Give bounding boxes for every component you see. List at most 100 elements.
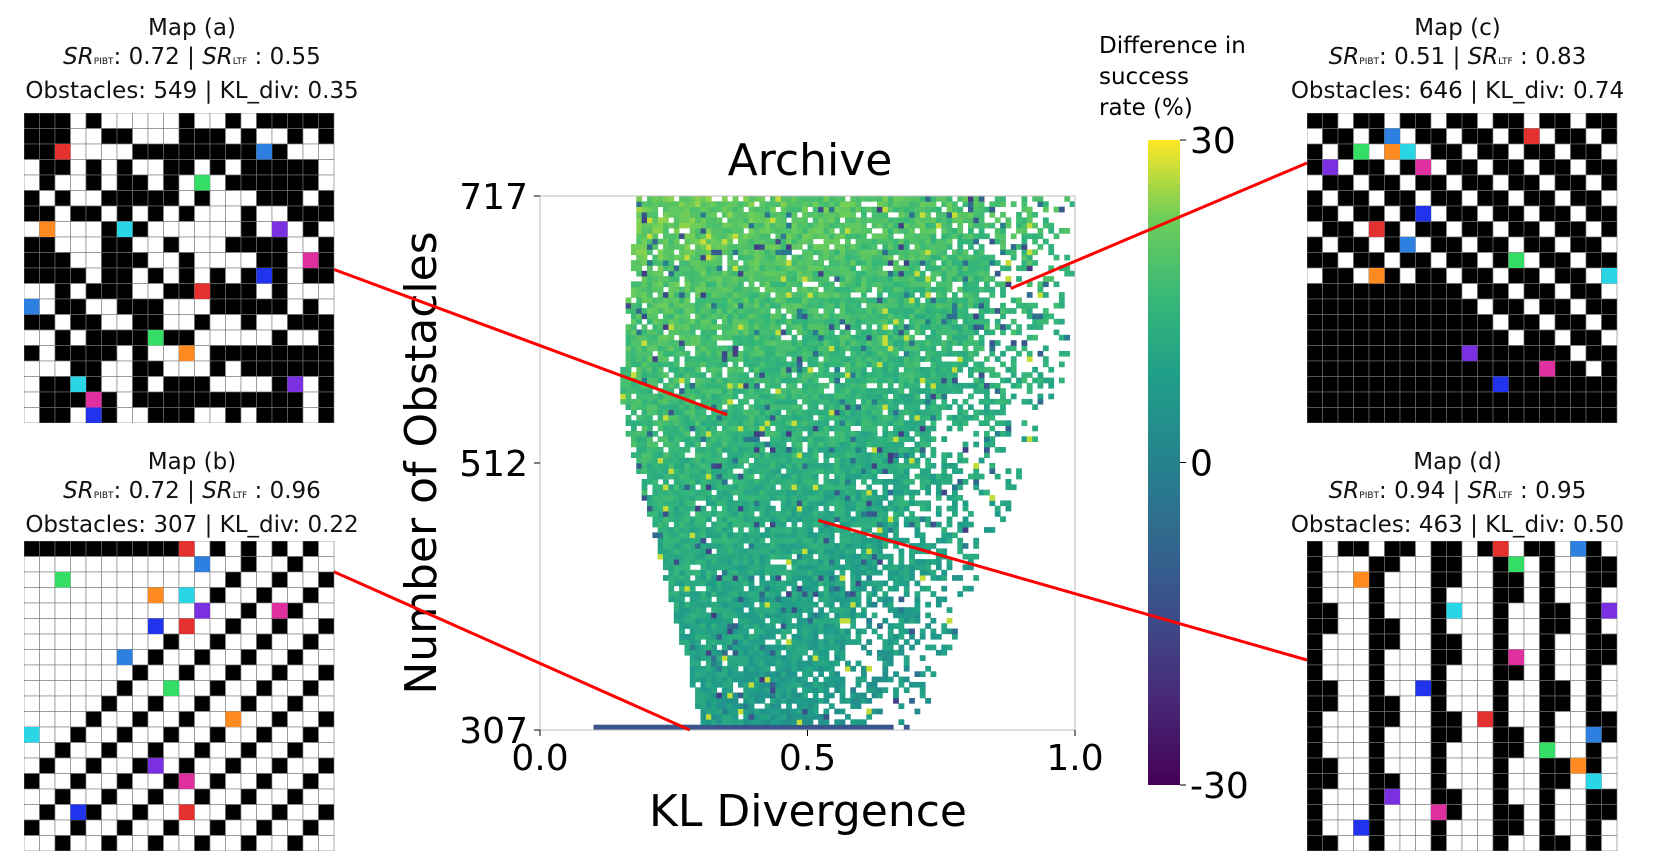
heat-cell bbox=[909, 233, 915, 240]
heat-cell bbox=[748, 441, 755, 448]
heat-cell bbox=[818, 313, 824, 320]
heat-cell bbox=[780, 254, 787, 261]
heat-cell bbox=[898, 617, 905, 624]
heat-cell bbox=[823, 559, 830, 565]
heat-cell bbox=[887, 553, 894, 560]
heat-cell bbox=[850, 350, 857, 357]
heat-cell bbox=[946, 345, 953, 352]
heat-cell bbox=[764, 660, 771, 667]
heat-cell bbox=[968, 297, 974, 304]
heat-cell bbox=[791, 260, 798, 266]
heat-cell bbox=[850, 484, 857, 491]
heat-cell bbox=[818, 665, 824, 672]
heat-cell bbox=[871, 318, 878, 325]
heat-cell bbox=[968, 318, 974, 325]
heat-cell bbox=[893, 527, 899, 533]
heat-cell bbox=[705, 345, 712, 352]
heat-cell bbox=[775, 382, 782, 389]
heat-cell bbox=[647, 228, 653, 234]
heat-cell bbox=[828, 441, 835, 448]
heat-cell bbox=[807, 612, 814, 619]
heat-cell bbox=[631, 420, 637, 426]
heat-cell bbox=[861, 404, 867, 410]
heat-cell bbox=[802, 313, 808, 320]
heat-cell bbox=[903, 345, 910, 352]
heat-cell bbox=[887, 270, 894, 277]
heat-cell bbox=[684, 286, 691, 293]
heat-cell bbox=[780, 724, 787, 731]
heat-cell bbox=[1021, 398, 1028, 405]
heat-cell bbox=[620, 366, 627, 373]
heat-cell bbox=[738, 591, 744, 597]
heat-cell bbox=[812, 714, 819, 720]
heat-cell bbox=[705, 639, 712, 645]
heat-cell bbox=[1037, 244, 1044, 250]
heat-cell bbox=[786, 580, 792, 587]
heat-cell bbox=[807, 420, 814, 426]
heat-cell bbox=[775, 543, 782, 549]
heat-cell bbox=[802, 254, 808, 261]
heat-cell bbox=[882, 334, 889, 341]
heat-cell bbox=[925, 382, 931, 389]
heat-cell bbox=[636, 398, 643, 405]
heat-cell bbox=[636, 361, 643, 368]
heat-cell bbox=[882, 313, 889, 320]
heat-cell bbox=[673, 366, 680, 373]
heat-cell bbox=[679, 366, 685, 373]
heat-cell bbox=[834, 318, 841, 325]
heat-cell bbox=[930, 286, 937, 293]
heat-cell bbox=[657, 468, 664, 474]
heat-cell bbox=[705, 398, 712, 405]
heat-cell bbox=[845, 601, 851, 608]
heat-cell bbox=[812, 644, 819, 651]
heat-cell bbox=[1000, 324, 1006, 330]
heat-cell bbox=[673, 559, 680, 565]
heat-cell bbox=[1026, 398, 1033, 405]
heat-cell bbox=[796, 254, 803, 261]
heat-cell bbox=[973, 254, 980, 261]
heat-cell bbox=[695, 633, 701, 640]
heat-cell bbox=[994, 340, 1001, 346]
heat-cell bbox=[887, 377, 894, 384]
heat-cell bbox=[754, 596, 760, 603]
heat-cell bbox=[952, 361, 958, 368]
heat-cell bbox=[770, 660, 776, 667]
heat-cell bbox=[732, 334, 739, 341]
heat-cell bbox=[973, 382, 980, 389]
heat-cell bbox=[1016, 324, 1022, 330]
heat-cell bbox=[748, 569, 755, 576]
heat-cell bbox=[898, 372, 905, 378]
heat-cell bbox=[861, 628, 867, 635]
heat-cell bbox=[786, 270, 792, 277]
heat-cell bbox=[791, 495, 798, 501]
heat-cell bbox=[711, 532, 717, 539]
heat-cell bbox=[834, 628, 841, 635]
heat-cell bbox=[818, 447, 824, 453]
heat-cell bbox=[775, 409, 782, 416]
heat-cell bbox=[796, 681, 803, 688]
heat-cell bbox=[882, 724, 889, 731]
heat-cell bbox=[925, 244, 931, 250]
heat-cell bbox=[839, 585, 846, 592]
heat-cell bbox=[716, 692, 723, 699]
heat-cell bbox=[754, 388, 760, 394]
heat-cell bbox=[887, 436, 894, 442]
heat-cell bbox=[903, 356, 910, 362]
heat-cell bbox=[823, 457, 830, 464]
heat-cell bbox=[743, 238, 750, 245]
heat-cell bbox=[711, 244, 717, 250]
heat-cell bbox=[807, 222, 814, 229]
heat-cell bbox=[759, 281, 766, 288]
heat-cell bbox=[759, 559, 766, 565]
heat-cell bbox=[1005, 265, 1012, 272]
heat-cell bbox=[1010, 233, 1017, 240]
heat-cell bbox=[711, 340, 717, 346]
heat-cell bbox=[754, 404, 760, 410]
heat-cell bbox=[882, 318, 889, 325]
heat-cell bbox=[721, 270, 728, 277]
heat-cell bbox=[764, 516, 771, 523]
heat-cell bbox=[764, 612, 771, 619]
heat-cell bbox=[877, 441, 883, 448]
heat-cell bbox=[641, 436, 648, 442]
heat-cell bbox=[903, 585, 910, 592]
